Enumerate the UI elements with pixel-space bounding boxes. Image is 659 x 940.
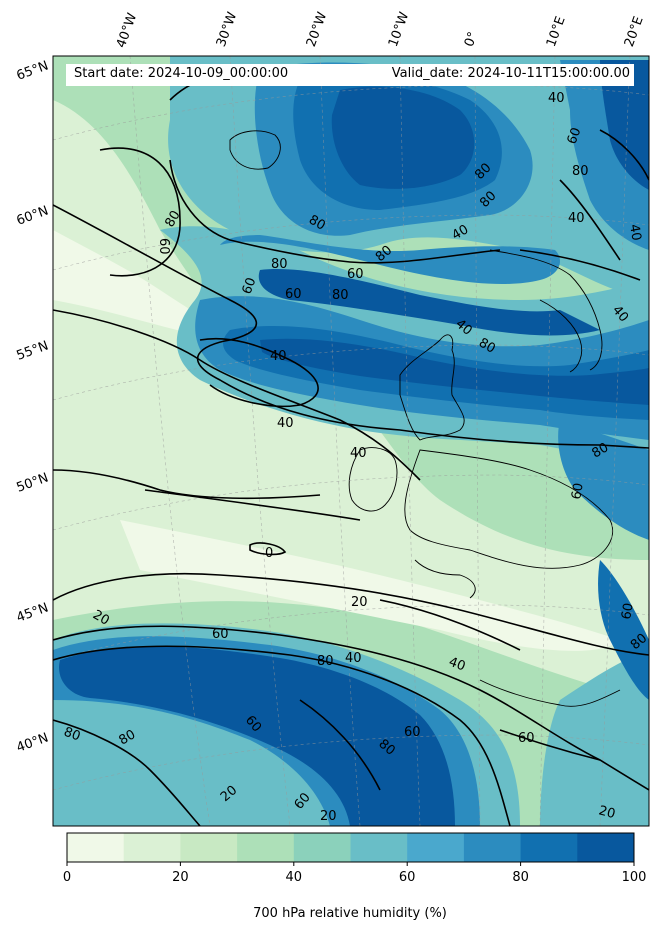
colorbar-tick: 0 <box>62 870 72 885</box>
contour-label: 40 <box>548 91 565 106</box>
east-moist-region <box>558 420 649 540</box>
very-dry-west-region <box>53 230 220 340</box>
contour-label: 0 <box>265 546 273 561</box>
colorbar-segment <box>463 833 522 862</box>
contour-label: 60 <box>518 731 535 746</box>
graticule <box>53 56 649 826</box>
map-frame <box>52 55 650 827</box>
contour-label: 60 <box>347 267 364 282</box>
upper-band-region <box>220 235 560 285</box>
contour-label: 80 <box>271 257 288 272</box>
contour-label: 60 <box>285 287 302 302</box>
contour-label: 60 <box>619 602 637 621</box>
contour-label: 40 <box>568 211 585 226</box>
contour-label: 40 <box>345 651 362 666</box>
northeast-core-region <box>600 60 649 190</box>
start-date-label: Start date: 2024-10-09_00:00:00 <box>74 66 289 81</box>
colorbar-tick: 20 <box>172 870 189 885</box>
contour-label: 60 <box>240 276 260 297</box>
contour-label: 60 <box>212 627 229 642</box>
contour-label: 80 <box>62 725 83 745</box>
map-panel <box>53 56 649 826</box>
contour-label: 60 <box>156 238 171 255</box>
north-saturated-region <box>331 86 475 189</box>
frontal-band-saturated <box>260 338 649 405</box>
colorbar-segment <box>237 833 295 862</box>
upper-band-core <box>258 269 600 336</box>
contour-label: 40 <box>447 655 468 675</box>
contour-label: 20 <box>351 595 368 610</box>
colorbar-tick: 40 <box>285 870 303 885</box>
colorbar-segment <box>407 833 465 862</box>
colorbar-tick: 100 <box>621 870 647 885</box>
colorbar-tick: 80 <box>512 870 529 885</box>
contour-label: 60 <box>404 725 421 740</box>
contour-label: 20 <box>320 809 337 824</box>
colorbar-label: 700 hPa relative humidity (%) <box>253 906 447 921</box>
very-dry-region <box>120 520 620 651</box>
contour-label: 60 <box>565 126 585 147</box>
south-band-core <box>59 646 456 826</box>
colorbar-frame <box>66 832 635 863</box>
contour-label: 80 <box>317 654 334 669</box>
contour-label: 40 <box>450 222 472 243</box>
contour-label: 40 <box>626 223 644 242</box>
contour-label: 80 <box>590 440 612 461</box>
contour-label: 80 <box>332 288 349 303</box>
contour-label: 20 <box>597 803 617 822</box>
east-core-region <box>598 560 649 700</box>
contour-label: 40 <box>350 446 367 461</box>
contour-label: 60 <box>569 482 587 501</box>
contour-label: 80 <box>476 335 498 356</box>
contour-lines <box>53 67 649 826</box>
contour-label: 40 <box>270 349 287 364</box>
colorbar-segment <box>520 833 578 862</box>
colorbar-segment <box>123 833 181 862</box>
coastlines <box>229 130 621 707</box>
contour-label: 40 <box>277 416 294 431</box>
colorbar <box>66 832 635 866</box>
colorbar-segment <box>577 833 635 862</box>
contour-label: 80 <box>162 208 183 230</box>
colorbar-segment <box>350 833 408 862</box>
colorbar-segment <box>67 833 125 862</box>
colorbar-segment <box>180 833 238 862</box>
contour-label: 20 <box>90 607 112 628</box>
contour-label: 80 <box>117 727 139 748</box>
header-box <box>66 64 634 86</box>
valid-date-label: Valid_date: 2024-10-11T15:00:00.00 <box>391 66 630 81</box>
southeast-moist-region <box>540 650 649 826</box>
colorbar-tick: 60 <box>398 870 416 885</box>
contour-label: 80 <box>572 164 589 179</box>
colorbar-segment <box>293 833 351 862</box>
contour-label: 80 <box>306 212 328 233</box>
